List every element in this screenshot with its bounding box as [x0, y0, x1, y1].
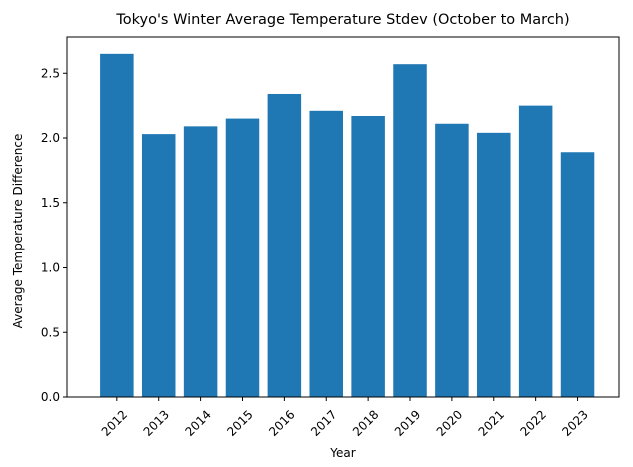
x-tick-label: 2013 [141, 407, 172, 438]
bar-2016 [267, 93, 302, 397]
bar-2013 [141, 134, 176, 397]
bar-2014 [183, 126, 218, 397]
x-tick-label: 2019 [392, 407, 423, 438]
bar-2023 [560, 152, 595, 397]
y-tick-label: 1.0 [41, 261, 60, 275]
y-tick-label: 2.0 [41, 131, 60, 145]
x-tick-label: 2014 [182, 407, 213, 438]
x-tick-label: 2016 [266, 407, 297, 438]
bar-2017 [309, 110, 343, 397]
y-tick-label: 0.5 [41, 325, 60, 339]
bar-2018 [351, 115, 385, 398]
x-tick-label: 2017 [308, 407, 339, 438]
bar-2022 [518, 105, 553, 397]
bar-2012 [100, 53, 134, 397]
y-tick-label: 0.0 [41, 390, 60, 404]
x-axis-label: Year [329, 446, 355, 460]
x-tick-label: 2022 [517, 407, 548, 438]
x-tick-label: 2023 [559, 407, 590, 438]
y-axis-label: Average Temperature Difference [11, 134, 25, 329]
y-tick-label: 2.5 [41, 66, 60, 80]
bar-2020 [435, 123, 469, 397]
bar-2021 [477, 132, 511, 397]
x-tick-label: 2020 [434, 407, 465, 438]
x-axis: 2012 2013 2014 2015 2016 2017 2018 2019 2020 2021… [99, 397, 591, 439]
x-tick-label: 2015 [224, 407, 255, 438]
y-tick-label: 1.5 [41, 196, 60, 210]
x-tick-label: 2018 [350, 407, 381, 438]
bars [100, 53, 595, 398]
y-axis: 0.0 0.5 1.0 1.5 2.0 2.5 [41, 66, 67, 404]
plot-frame [66, 36, 620, 398]
bar-2015 [225, 118, 260, 397]
chart-title: Tokyo's Winter Average Temperature Stdev… [115, 12, 569, 28]
bar-2019 [393, 64, 427, 397]
plot-area: 0.00.51.01.52.02.5 2012 2013 2014 2015 2016 2… [41, 36, 620, 439]
x-tick-label: 2021 [476, 407, 507, 438]
x-tick-label: 2012 [99, 407, 130, 438]
